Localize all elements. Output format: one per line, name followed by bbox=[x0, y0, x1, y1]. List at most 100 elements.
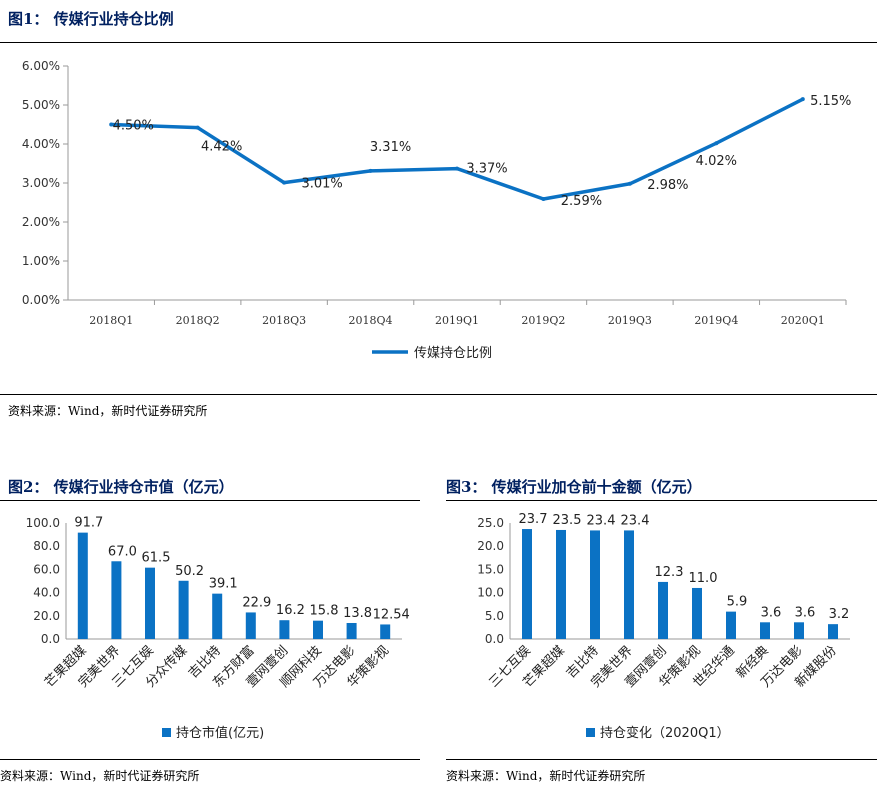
y-tick-label: 0.0 bbox=[41, 632, 60, 646]
bar bbox=[212, 593, 223, 639]
y-tick-label: 0.00% bbox=[22, 293, 60, 307]
data-label: 5.15% bbox=[810, 94, 851, 109]
data-label: 4.50% bbox=[113, 119, 154, 134]
y-tick-label: 0.0 bbox=[485, 632, 504, 646]
data-label: 2.98% bbox=[647, 178, 688, 193]
bar bbox=[279, 620, 290, 639]
x-tick-label: 2019Q3 bbox=[608, 314, 652, 327]
legend-swatch bbox=[586, 728, 595, 737]
y-tick-label: 10.0 bbox=[477, 586, 504, 600]
data-label: 4.02% bbox=[696, 154, 737, 169]
data-point bbox=[368, 168, 373, 173]
y-tick-label: 60.0 bbox=[33, 562, 60, 576]
bar-value-label: 13.8 bbox=[343, 606, 372, 621]
y-tick-label: 3.00% bbox=[22, 176, 60, 190]
data-label: 4.42% bbox=[201, 140, 242, 155]
bar bbox=[77, 532, 88, 639]
x-tick-label: 2018Q4 bbox=[349, 314, 393, 327]
data-point bbox=[109, 122, 114, 127]
legend-swatch bbox=[162, 728, 171, 737]
bar bbox=[145, 567, 155, 639]
fig2-title: 图2： 传媒行业持仓市值（亿元） bbox=[8, 478, 234, 496]
y-tick-label: 20.0 bbox=[33, 609, 60, 623]
bar bbox=[726, 611, 736, 639]
data-label: 3.31% bbox=[370, 140, 411, 155]
fig3-top-rule bbox=[446, 500, 877, 501]
bar-value-label: 61.5 bbox=[142, 551, 171, 566]
bar-value-label: 22.9 bbox=[242, 595, 271, 610]
fig2-bottom-rule bbox=[0, 759, 420, 760]
data-label: 2.59% bbox=[561, 194, 602, 209]
y-tick-label: 20.0 bbox=[477, 539, 504, 553]
bar-value-label: 12.3 bbox=[655, 565, 684, 580]
y-tick-label: 40.0 bbox=[33, 586, 60, 600]
bar bbox=[624, 530, 634, 639]
bar bbox=[313, 620, 323, 639]
bar bbox=[522, 529, 532, 639]
bar bbox=[245, 612, 256, 639]
x-tick-label: 2019Q1 bbox=[435, 314, 479, 327]
bar-value-label: 3.6 bbox=[761, 605, 782, 620]
data-point bbox=[282, 180, 287, 185]
bar-value-label: 16.2 bbox=[276, 603, 305, 618]
data-label: 3.01% bbox=[301, 177, 342, 192]
data-point bbox=[541, 196, 546, 201]
fig2-source: 资料来源：Wind，新时代证券研究所 bbox=[0, 769, 200, 783]
bar bbox=[178, 580, 189, 639]
bar bbox=[111, 561, 122, 639]
bar-chart-top10-increase: 0.05.010.015.020.025.0 23.7三七互娱23.5芒果超媒23… bbox=[477, 512, 850, 741]
fig1-title: 图1： 传媒行业持仓比例 bbox=[8, 10, 174, 28]
bar bbox=[658, 581, 668, 639]
x-tick-label: 2018Q1 bbox=[89, 314, 133, 327]
bar-value-label: 11.0 bbox=[689, 571, 718, 586]
y-tick-label: 1.00% bbox=[22, 254, 60, 268]
bar bbox=[380, 624, 391, 639]
line-chart-holding-ratio: 0.00% 1.00% 2.00% 3.00% 4.00% 5.00% 6.00% 2018Q… bbox=[22, 59, 852, 361]
y-tick-label: 15.0 bbox=[477, 562, 504, 576]
y-tick-label: 80.0 bbox=[33, 539, 60, 553]
y-tick-label: 2.00% bbox=[22, 215, 60, 229]
y-tick-label: 5.00% bbox=[22, 98, 60, 112]
legend-label: 持仓变化（2020Q1） bbox=[600, 725, 730, 741]
bar-value-label: 23.4 bbox=[621, 513, 650, 528]
data-point bbox=[195, 125, 200, 130]
bar bbox=[590, 530, 600, 639]
bar-value-label: 23.7 bbox=[519, 512, 548, 527]
x-tick-label: 2019Q2 bbox=[521, 314, 565, 327]
data-point bbox=[455, 166, 459, 171]
bar bbox=[794, 622, 804, 639]
x-tick-label: 2019Q4 bbox=[694, 314, 738, 327]
bar bbox=[692, 587, 702, 639]
bar-value-label: 12.54 bbox=[373, 607, 410, 622]
bar-value-label: 3.2 bbox=[829, 607, 850, 622]
fig1-source: 资料来源：Wind，新时代证券研究所 bbox=[8, 404, 208, 418]
x-tick-label: 2018Q3 bbox=[262, 314, 306, 327]
x-tick-label: 2018Q2 bbox=[176, 314, 220, 327]
fig1-bottom-rule bbox=[0, 394, 877, 395]
y-tick-label: 100.0 bbox=[26, 516, 60, 530]
bar bbox=[556, 529, 566, 639]
data-point bbox=[627, 181, 632, 186]
legend-label: 持仓市值(亿元) bbox=[176, 725, 264, 741]
data-label: 3.37% bbox=[466, 162, 507, 177]
bar-value-label: 3.6 bbox=[795, 605, 816, 620]
bar-value-label: 23.4 bbox=[587, 513, 616, 528]
x-tick-label: 2020Q1 bbox=[781, 314, 825, 327]
bar-value-label: 50.2 bbox=[175, 564, 204, 579]
fig1-top-rule bbox=[0, 42, 877, 43]
data-point bbox=[800, 97, 805, 102]
bar-value-label: 67.0 bbox=[108, 544, 137, 559]
legend-label: 传媒持仓比例 bbox=[414, 346, 492, 361]
y-tick-label: 4.00% bbox=[22, 137, 60, 151]
bar-value-label: 5.9 bbox=[727, 595, 748, 610]
bar-value-label: 39.1 bbox=[209, 577, 238, 592]
fig3-source: 资料来源：Wind，新时代证券研究所 bbox=[446, 769, 646, 783]
fig2-top-rule bbox=[0, 500, 420, 501]
y-tick-label: 6.00% bbox=[22, 59, 60, 73]
bar bbox=[760, 622, 770, 639]
y-tick-label: 5.0 bbox=[485, 609, 504, 623]
fig3-title: 图3： 传媒行业加仓前十金额（亿元） bbox=[446, 478, 702, 496]
y-tick-label: 25.0 bbox=[477, 516, 504, 530]
data-point bbox=[714, 141, 719, 146]
